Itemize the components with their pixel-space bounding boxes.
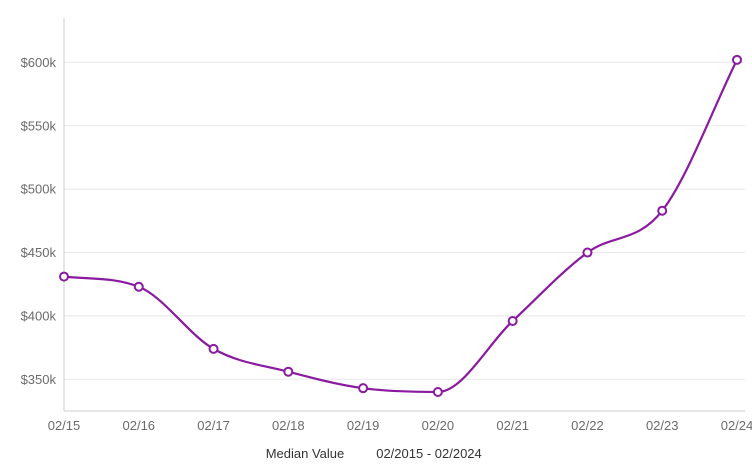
x-tick-label: 02/24 [721, 418, 752, 433]
x-tick-label: 02/17 [197, 418, 230, 433]
x-tick-label: 02/20 [422, 418, 455, 433]
data-point[interactable] [358, 383, 369, 394]
x-tick-label: 02/23 [646, 418, 679, 433]
grid-lines [64, 61, 745, 380]
y-tick-label: $350k [21, 372, 57, 387]
y-tick-label: $450k [21, 245, 57, 260]
x-axis: 02/15 02/16 02/17 02/18 02/19 02/20 02/21 02/22… [48, 410, 752, 433]
x-tick-label: 02/19 [347, 418, 380, 433]
data-point[interactable] [582, 247, 593, 258]
legend: Median Value 02/2015 - 02/2024 [266, 446, 482, 461]
legend-date-range: 02/2015 - 02/2024 [376, 446, 482, 461]
y-tick-label: $400k [21, 308, 57, 323]
y-axis: $350k $400k $450k $500k $550k $600k [21, 18, 65, 411]
data-point[interactable] [432, 386, 443, 397]
data-point[interactable] [133, 281, 144, 292]
x-tick-label: 02/15 [48, 418, 81, 433]
series-line-median-value [62, 58, 739, 394]
data-points [59, 54, 742, 397]
data-point[interactable] [283, 366, 294, 377]
data-point[interactable] [657, 205, 668, 216]
x-tick-label: 02/21 [496, 418, 529, 433]
data-point[interactable] [208, 343, 219, 354]
x-tick-label: 02/18 [272, 418, 305, 433]
x-tick-label: 02/22 [571, 418, 604, 433]
y-tick-label: $600k [21, 55, 57, 70]
y-tick-label: $500k [21, 182, 57, 197]
data-point[interactable] [732, 54, 742, 65]
y-tick-label: $550k [21, 118, 57, 133]
series-median-value [62, 58, 739, 394]
x-tick-label: 02/16 [123, 418, 156, 433]
data-point[interactable] [59, 271, 69, 282]
data-point[interactable] [507, 315, 518, 326]
legend-series-name: Median Value [266, 446, 345, 461]
